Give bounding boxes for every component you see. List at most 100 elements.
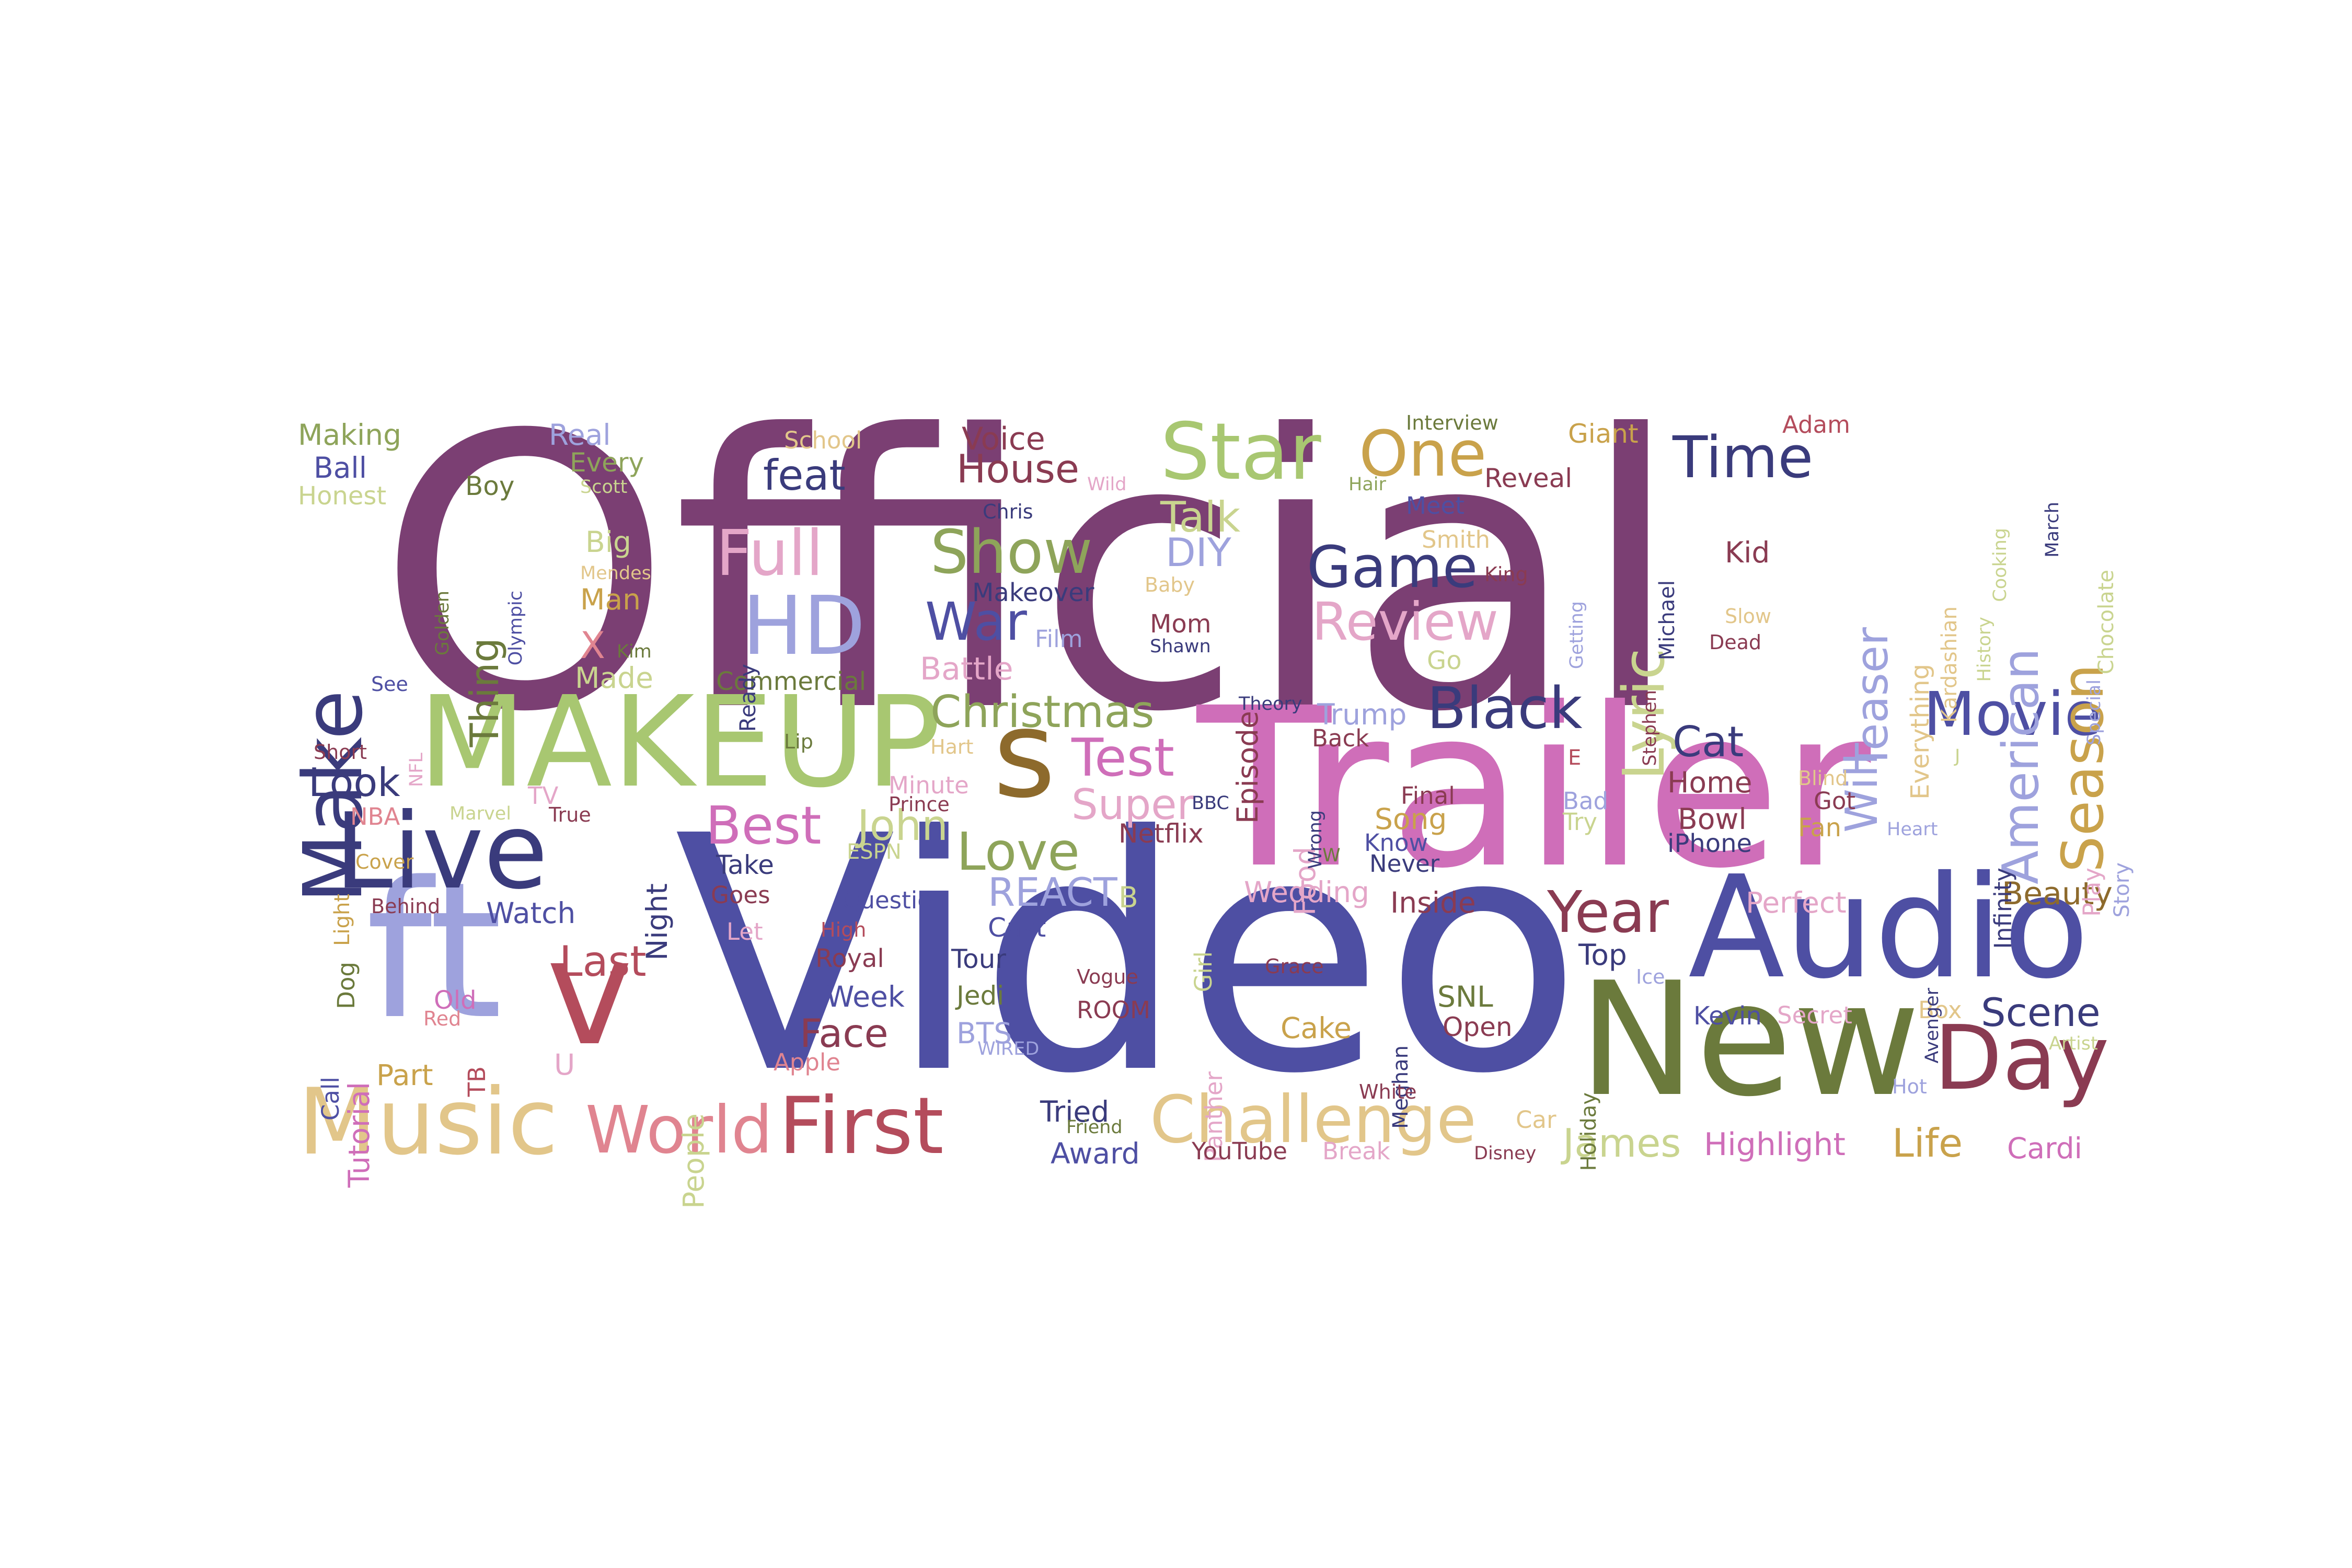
word-world: World bbox=[585, 1092, 773, 1168]
word-perfect: Perfect bbox=[1746, 886, 1847, 919]
word-ready: Ready bbox=[735, 664, 760, 732]
word-play: Play bbox=[2078, 868, 2106, 917]
word-secret: Secret bbox=[1777, 1001, 1852, 1029]
word-see: See bbox=[371, 673, 408, 696]
word-true: True bbox=[549, 803, 591, 826]
word-star: Star bbox=[1160, 407, 1321, 498]
word-song: Song bbox=[1375, 802, 1447, 836]
word-netflix: Netflix bbox=[1119, 818, 1204, 849]
word-life: Life bbox=[1892, 1120, 1963, 1166]
word-makeover: Makeover bbox=[972, 578, 1094, 607]
word-avenger: Avenger bbox=[1922, 988, 1943, 1064]
word-holiday: Holiday bbox=[1577, 1092, 1601, 1171]
word-story: Story bbox=[2110, 862, 2134, 918]
word-ball: Ball bbox=[314, 451, 367, 485]
word-hot: Hot bbox=[1892, 1075, 1927, 1098]
word-short: Short bbox=[314, 741, 367, 764]
word-never: Never bbox=[1369, 850, 1440, 878]
word-hair: Hair bbox=[1348, 474, 1386, 495]
word-final: Final bbox=[1401, 782, 1455, 810]
word-episode: Episode bbox=[1231, 711, 1264, 824]
word-prince: Prince bbox=[889, 793, 950, 816]
word-review: Review bbox=[1312, 591, 1498, 652]
word-full: Full bbox=[716, 517, 824, 590]
word-wedding: Wedding bbox=[1244, 875, 1369, 909]
word-stephen: Stephen bbox=[1640, 690, 1661, 766]
word-diy: DIY bbox=[1166, 529, 1231, 575]
word-bowl: Bowl bbox=[1678, 802, 1747, 836]
word-giant: Giant bbox=[1568, 419, 1639, 449]
word-talk: Talk bbox=[1160, 493, 1241, 541]
word-blind: Blind bbox=[1798, 767, 1848, 790]
word-tour: Tour bbox=[951, 944, 1006, 974]
word-high: High bbox=[821, 918, 867, 941]
word-inside: Inside bbox=[1390, 886, 1476, 919]
word-w: W bbox=[1322, 845, 1341, 866]
word-live: Live bbox=[335, 791, 548, 913]
word-back: Back bbox=[1312, 724, 1369, 752]
word-american: American bbox=[1992, 648, 2050, 885]
word-night: Night bbox=[640, 883, 674, 961]
word-slow: Slow bbox=[1725, 605, 1772, 628]
word-reveal: Reveal bbox=[1484, 463, 1573, 493]
word-trailer: Trailer bbox=[1197, 661, 1871, 917]
word-film: Film bbox=[1035, 625, 1083, 653]
word-new: New bbox=[1578, 949, 1921, 1131]
word-j: J bbox=[1955, 746, 1961, 767]
word-fan: Fan bbox=[1798, 813, 1842, 843]
word-royal: Royal bbox=[815, 944, 884, 973]
word-black: Black bbox=[1427, 675, 1583, 742]
word-time: Time bbox=[1673, 424, 1814, 491]
word-break: Break bbox=[1322, 1137, 1390, 1165]
word-official: Official bbox=[376, 356, 1683, 794]
word-tried: Tried bbox=[1040, 1095, 1110, 1128]
word-watch: Watch bbox=[486, 896, 576, 930]
word-kevin: Kevin bbox=[1693, 1001, 1762, 1031]
word-try: Try bbox=[1563, 808, 1598, 836]
word-challenge: Challenge bbox=[1150, 1082, 1477, 1158]
word-honest: Honest bbox=[298, 481, 387, 511]
word-lip: Lip bbox=[784, 730, 813, 753]
word-minute: Minute bbox=[889, 771, 969, 799]
word-game: Game bbox=[1307, 534, 1478, 601]
word-golden: Golden bbox=[432, 591, 453, 656]
word-white: White bbox=[1359, 1080, 1417, 1103]
word-james: James bbox=[1563, 1120, 1681, 1166]
word-mom: Mom bbox=[1150, 609, 1212, 639]
word-know: Know bbox=[1364, 829, 1428, 857]
word-music: Music bbox=[298, 1069, 558, 1175]
word-march: March bbox=[2042, 502, 2063, 558]
word-bbc: BBC bbox=[1192, 793, 1229, 814]
word-show: Show bbox=[930, 517, 1093, 587]
word-chris: Chris bbox=[983, 500, 1033, 523]
word-highlight: Highlight bbox=[1704, 1126, 1846, 1163]
word-scene: Scene bbox=[1981, 989, 2101, 1035]
word-b: B bbox=[1119, 881, 1138, 914]
word-look: Look bbox=[308, 759, 400, 805]
word-friend: Friend bbox=[1066, 1117, 1123, 1138]
word-jedi: Jedi bbox=[956, 981, 1005, 1011]
word-real: Real bbox=[549, 418, 611, 452]
word-call: Call bbox=[317, 1077, 344, 1121]
word-cat: Cat bbox=[1673, 718, 1744, 766]
word-kim: Kim bbox=[617, 641, 652, 662]
word-meet: Meet bbox=[1406, 492, 1465, 520]
word-vogue: Vogue bbox=[1077, 965, 1138, 988]
word-dog: Dog bbox=[332, 962, 360, 1009]
word-first: First bbox=[779, 1081, 944, 1172]
word-man: Man bbox=[580, 583, 641, 616]
word-e: E bbox=[1568, 746, 1582, 770]
word-wrong: Wrong bbox=[1305, 810, 1326, 869]
word-car: Car bbox=[1516, 1106, 1557, 1134]
word-people: People bbox=[677, 1113, 710, 1209]
word-x: X bbox=[580, 624, 605, 667]
word-hd: HD bbox=[742, 579, 866, 673]
word-war: War bbox=[925, 591, 1027, 652]
word-kardashian: Kardashian bbox=[1938, 606, 1962, 723]
word-beauty: Beauty bbox=[2002, 875, 2113, 912]
word-house: House bbox=[956, 446, 1080, 492]
word-hart: Hart bbox=[930, 735, 974, 758]
word-wired: WIRED bbox=[977, 1039, 1040, 1059]
word-take: Take bbox=[716, 850, 774, 880]
